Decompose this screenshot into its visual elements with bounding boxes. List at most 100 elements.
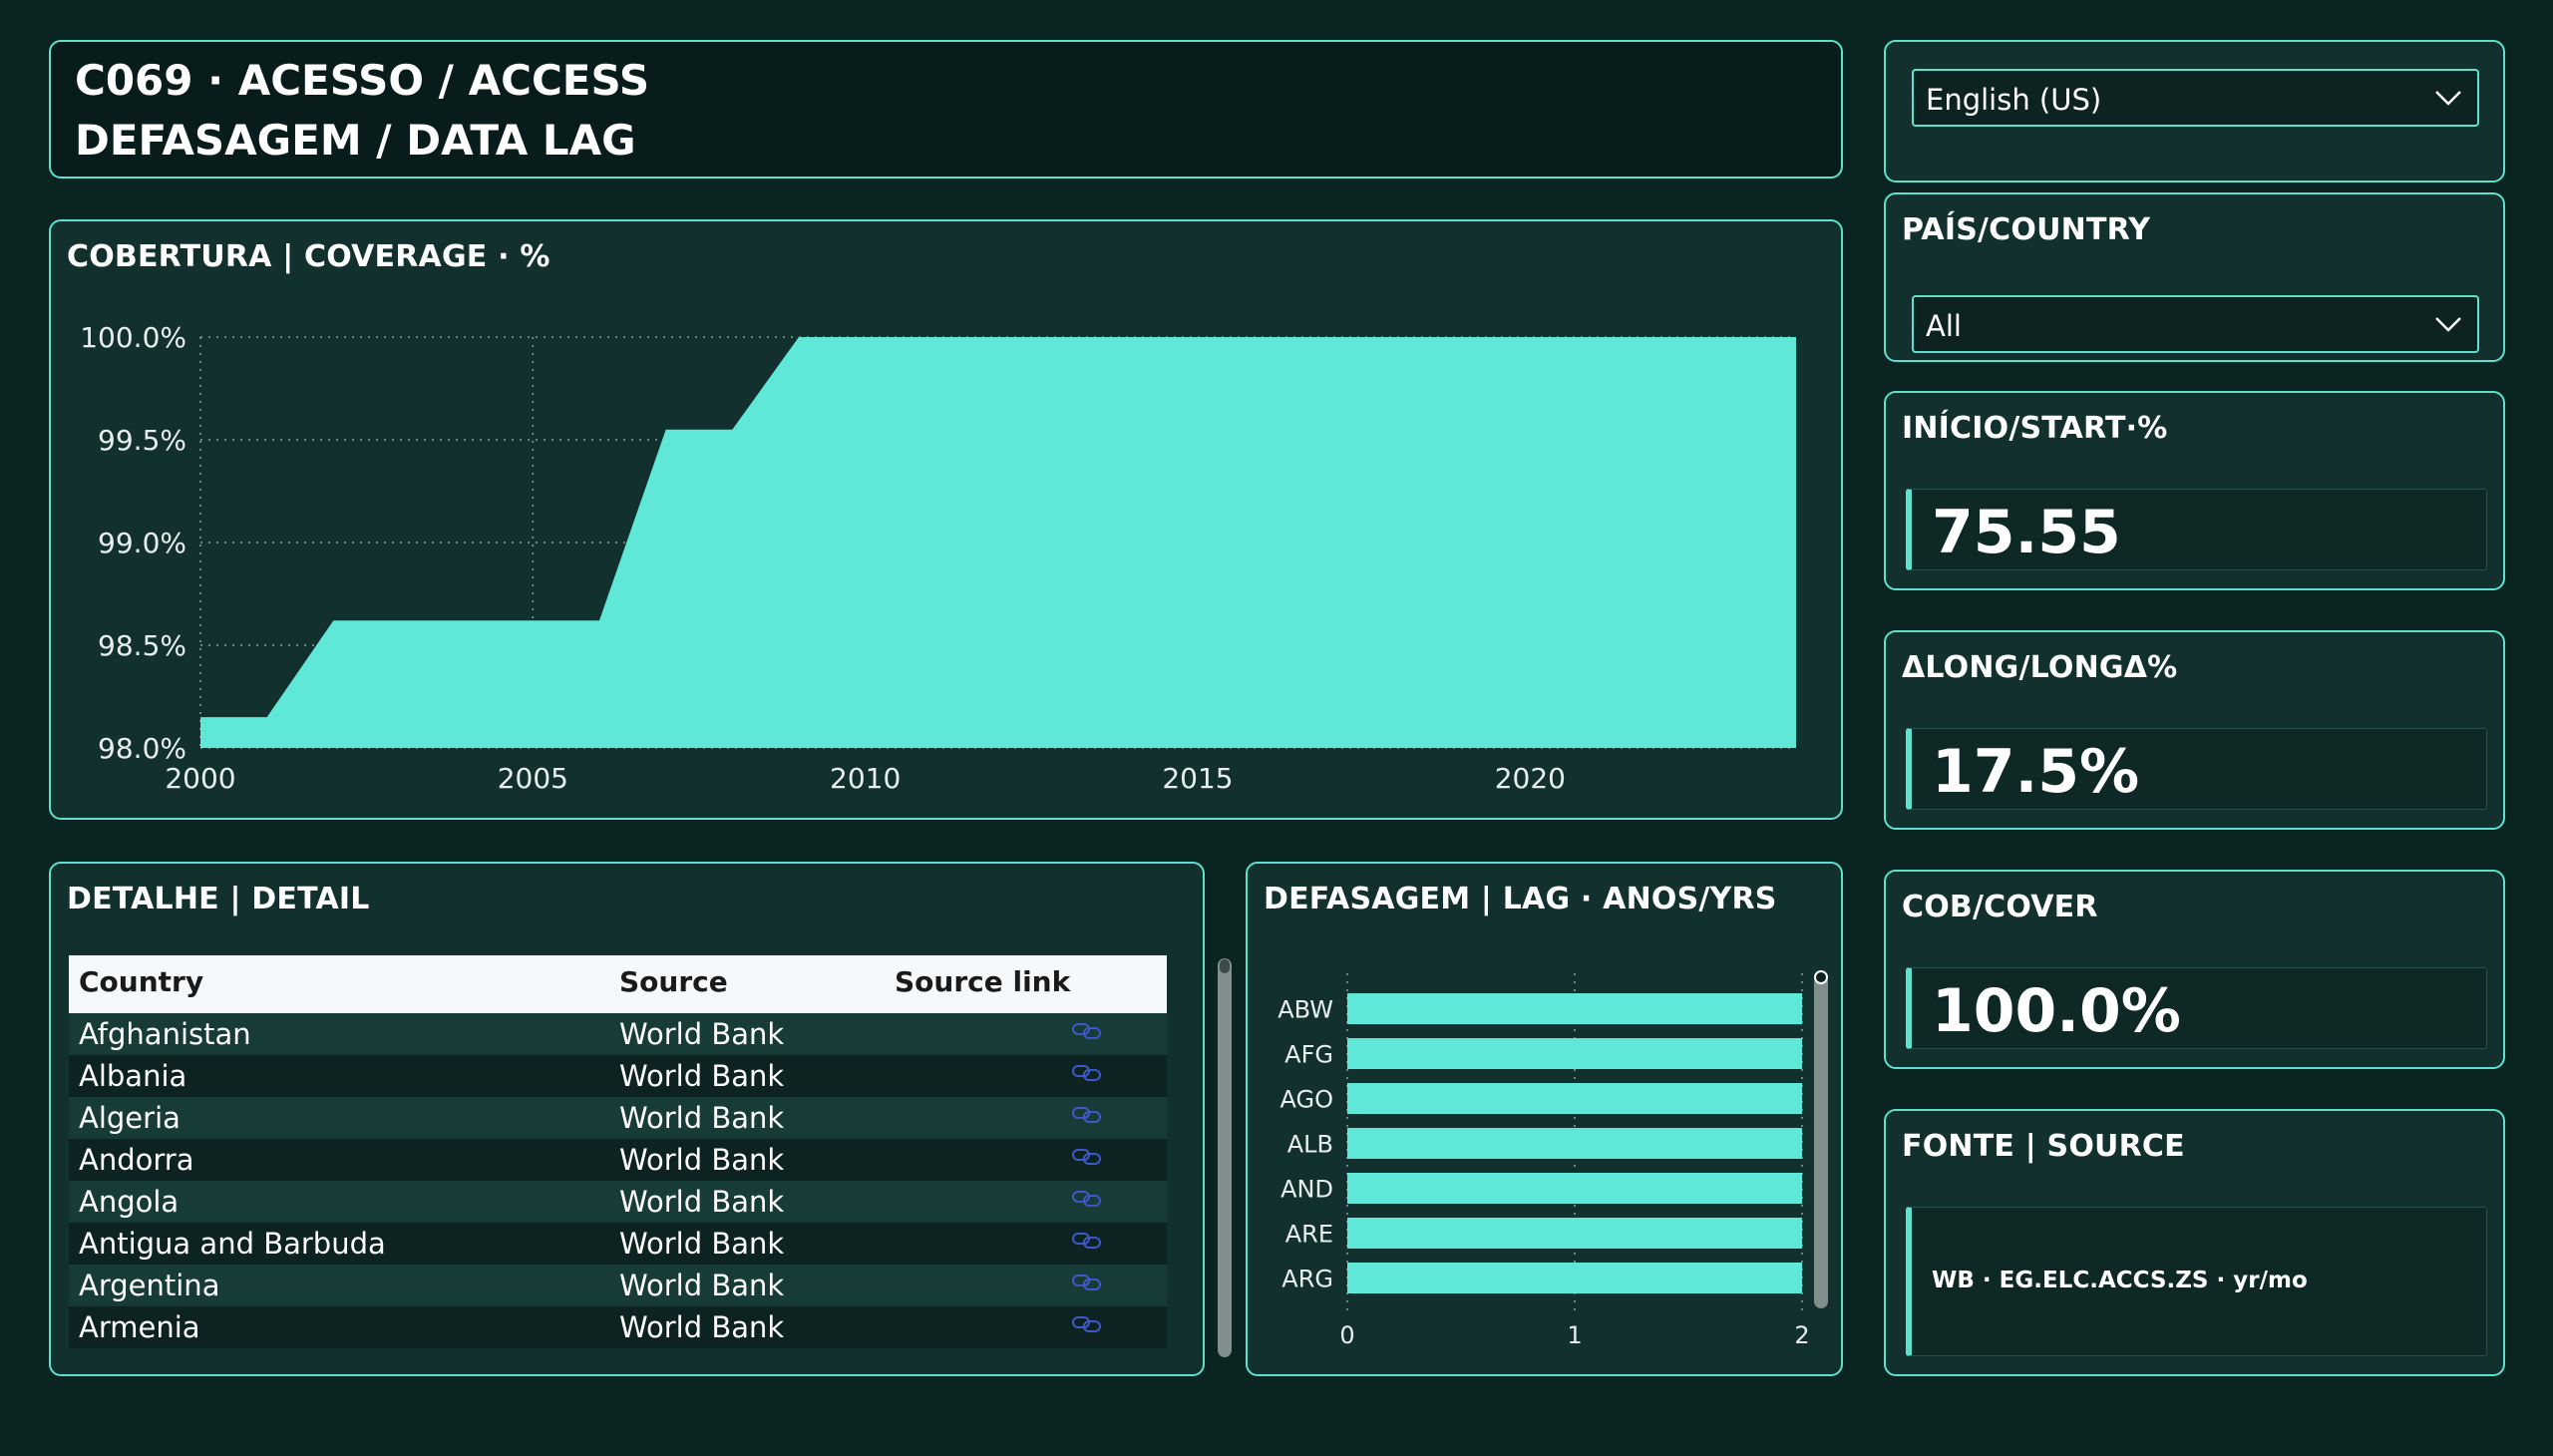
y-category-label: ABW [1277,996,1333,1024]
link-icon[interactable] [1071,1314,1103,1334]
cell-source: World Bank [619,1101,785,1135]
bar-are[interactable] [1347,1218,1802,1249]
coverage-chart-card: 98.0% 98.5% 99.0% 99.5% 100.0% 2000 2005 2010 20… [49,219,1843,820]
language-dropdown[interactable]: English (US) [1912,69,2479,127]
link-icon[interactable] [1071,1231,1103,1251]
x-tick-label: 2005 [498,762,568,795]
cell-source: World Bank [619,1310,785,1344]
table-row[interactable]: Armenia World Bank [69,1306,1167,1348]
cell-country: Algeria [79,1101,181,1135]
y-tick-label: 100.0% [80,321,186,354]
cell-source: World Bank [619,1017,785,1051]
cell-country: Argentina [79,1269,220,1302]
lag-bar-chart[interactable]: 0 1 2 ABW AFG AGO ALB AND ARE ARG [1248,864,1845,1378]
y-category-label: AGO [1280,1086,1333,1114]
source-card-title: FONTE | SOURCE [1902,1129,2185,1164]
kpi-long-delta-box: 17.5% [1906,728,2487,810]
table-scrollbar[interactable] [1218,958,1232,1357]
link-icon[interactable] [1071,1063,1103,1083]
link-icon[interactable] [1071,1273,1103,1292]
y-category-label: ARE [1285,1221,1333,1249]
x-tick-label: 2015 [1162,762,1233,795]
lag-chart-card: 0 1 2 ABW AFG AGO ALB AND ARE ARG DEFASAGEM | LAG… [1246,862,1843,1376]
y-tick-label: 99.0% [98,527,186,559]
kpi-long-delta-card: ΔLONG/LONGΔ% 17.5% [1884,630,2505,830]
cell-country: Andorra [79,1143,194,1177]
table-row[interactable]: Andorra World Bank [69,1139,1167,1181]
country-dropdown-value: All [1926,309,1962,343]
chevron-down-icon [2435,317,2461,332]
coverage-area-chart[interactable]: 98.0% 98.5% 99.0% 99.5% 100.0% 2000 2005 2010 20… [51,221,1845,822]
kpi-long-delta-title: ΔLONG/LONGΔ% [1902,650,2178,685]
x-tick-label: 2 [1794,1321,1809,1349]
source-box: WB · EG.ELC.ACCS.ZS · yr/mo [1906,1207,2487,1356]
detail-table-card: DETALHE | DETAIL Country Source Source l… [49,862,1232,1376]
table-scrollbar-top[interactable] [1220,959,1230,973]
table-row[interactable]: Afghanistan World Bank [69,1013,1167,1055]
cell-country: Afghanistan [79,1017,251,1051]
link-icon[interactable] [1071,1147,1103,1167]
country-filter-title: PAÍS/COUNTRY [1902,212,2151,247]
cell-source: World Bank [619,1143,785,1177]
cell-country: Armenia [79,1310,200,1344]
lag-scrollbar-handle[interactable] [1814,970,1828,984]
link-icon[interactable] [1071,1189,1103,1209]
cell-source: World Bank [619,1185,785,1219]
kpi-cover-value: 100.0% [1932,976,2181,1046]
x-tick-label: 0 [1339,1321,1354,1349]
kpi-cover-title: COB/COVER [1902,890,2098,924]
bar-afg[interactable] [1347,1038,1802,1069]
link-icon[interactable] [1071,1021,1103,1041]
kpi-start-value: 75.55 [1932,498,2121,567]
link-icon[interactable] [1071,1105,1103,1125]
report-title-line-1: C069 · ACESSO / ACCESS [75,56,650,105]
bar-ago[interactable] [1347,1083,1802,1114]
lag-chart-title: DEFASAGEM | LAG · ANOS/YRS [1264,882,1777,916]
y-category-label: AFG [1284,1041,1333,1069]
country-filter-card: PAÍS/COUNTRY All [1884,192,2505,362]
cell-source: World Bank [619,1269,785,1302]
coverage-area-series[interactable] [200,337,1796,748]
kpi-start-title: INÍCIO/START·% [1902,411,2168,446]
y-category-label: ALB [1287,1131,1333,1159]
table-row[interactable]: Algeria World Bank [69,1097,1167,1139]
y-tick-label: 99.5% [98,424,186,457]
bar-alb[interactable] [1347,1128,1802,1159]
kpi-start-card: INÍCIO/START·% 75.55 [1884,391,2505,590]
detail-table-title: DETALHE | DETAIL [67,882,370,916]
bar-abw[interactable] [1347,993,1802,1024]
column-header-source-link[interactable]: Source link [895,965,1071,998]
column-header-country[interactable]: Country [79,965,204,998]
detail-table: Country Source Source link Afghanistan Wo… [69,955,1167,1348]
y-tick-label: 98.5% [98,629,186,662]
bar-arg[interactable] [1347,1263,1802,1293]
language-selector-card: English (US) [1884,40,2505,182]
source-card: FONTE | SOURCE WB · EG.ELC.ACCS.ZS · yr/… [1884,1109,2505,1376]
table-row[interactable]: Antigua and Barbuda World Bank [69,1223,1167,1265]
kpi-long-delta-value: 17.5% [1932,737,2140,807]
coverage-chart-title: COBERTURA | COVERAGE · % [67,239,550,274]
cell-source: World Bank [619,1059,785,1093]
kpi-cover-card: COB/COVER 100.0% [1884,870,2505,1069]
table-body: Afghanistan World Bank Albania World Bank Al… [69,1013,1167,1348]
language-dropdown-value: English (US) [1926,83,2102,117]
table-header: Country Source Source link [69,955,1167,1013]
x-tick-label: 2020 [1495,762,1566,795]
table-row[interactable]: Albania World Bank [69,1055,1167,1097]
cell-source: World Bank [619,1227,785,1261]
x-tick-label: 2010 [830,762,901,795]
country-dropdown[interactable]: All [1912,295,2479,353]
x-tick-label: 1 [1567,1321,1582,1349]
report-header: C069 · ACESSO / ACCESS DEFASAGEM / DATA … [49,40,1843,179]
cell-country: Albania [79,1059,187,1093]
x-tick-label: 2000 [165,762,235,795]
report-title-line-2: DEFASAGEM / DATA LAG [75,116,636,165]
y-category-label: ARG [1281,1266,1333,1293]
cell-country: Angola [79,1185,180,1219]
cell-country: Antigua and Barbuda [79,1227,386,1261]
table-row[interactable]: Angola World Bank [69,1181,1167,1223]
table-row[interactable]: Argentina World Bank [69,1265,1167,1306]
lag-scrollbar[interactable] [1814,975,1828,1308]
column-header-source[interactable]: Source [619,965,728,998]
bar-and[interactable] [1347,1173,1802,1204]
